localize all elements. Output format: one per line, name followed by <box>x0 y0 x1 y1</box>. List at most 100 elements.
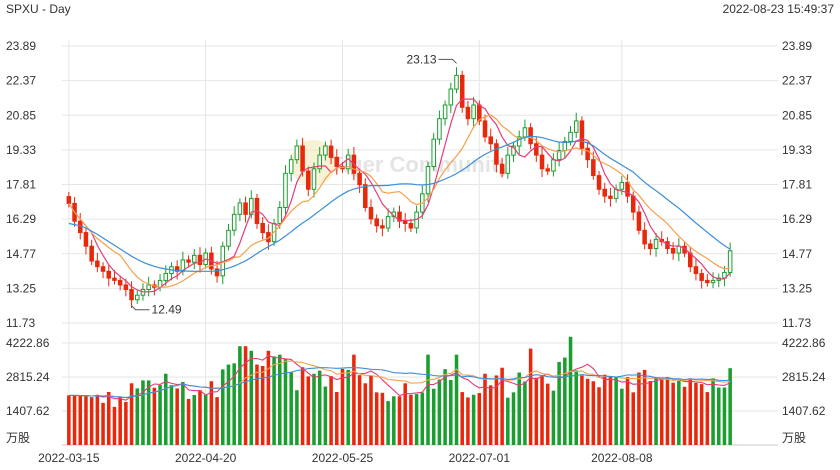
volume-bar <box>431 388 436 445</box>
candle-body <box>613 188 619 199</box>
volume-bar <box>671 382 675 445</box>
volume-bar <box>323 386 328 445</box>
candle-body <box>642 229 647 245</box>
volume-bar <box>198 390 202 445</box>
volume-tick-left: 1407.62 <box>6 404 50 418</box>
volume-bar <box>523 381 527 445</box>
price-tick-right: 23.89 <box>782 39 812 53</box>
candle-body <box>619 181 625 190</box>
candle-body <box>123 284 129 291</box>
volume-bar <box>101 402 105 445</box>
volume-bar <box>483 373 487 445</box>
volume-bar <box>608 376 613 445</box>
volume-bar <box>420 392 425 445</box>
candle <box>100 262 106 279</box>
volume-bar <box>306 376 311 445</box>
volume-bar <box>677 380 681 445</box>
candle-body <box>488 136 493 145</box>
candle-body <box>368 207 374 220</box>
high-annotation: 23.13 <box>406 52 436 66</box>
candle-body <box>283 172 288 209</box>
candle <box>585 141 590 168</box>
volume-bar <box>215 397 219 445</box>
volume-bar <box>403 383 407 445</box>
volume-bar <box>711 378 715 445</box>
volume-bar <box>67 395 71 445</box>
candle <box>89 239 94 266</box>
grid-lines <box>62 40 778 446</box>
volume-bar <box>312 373 316 445</box>
volume-bar <box>129 383 134 445</box>
volume-bar <box>557 361 561 445</box>
candle <box>511 141 516 162</box>
candle <box>705 274 710 287</box>
candle-body <box>134 294 140 301</box>
volume-bar <box>631 392 636 445</box>
candle-body <box>710 279 716 284</box>
candle-body <box>625 181 630 197</box>
candle-body <box>528 127 533 145</box>
date-tick: 2022-04-20 <box>175 451 237 465</box>
volume-moving-averages <box>68 354 731 401</box>
volume-bar <box>545 383 550 445</box>
candle <box>448 82 454 114</box>
volume-bar <box>146 380 151 445</box>
candle-body <box>306 170 311 190</box>
volume-bar <box>682 386 687 445</box>
candle-body <box>442 104 448 120</box>
volume-bar <box>209 381 214 445</box>
candle-body <box>568 131 573 142</box>
volume-bar <box>169 385 174 445</box>
candle <box>311 162 317 198</box>
candle-body <box>226 229 231 247</box>
volume-bar <box>249 350 254 445</box>
volume-bar <box>226 364 231 445</box>
candle <box>465 100 471 126</box>
candle <box>117 275 123 291</box>
volume-bar <box>289 372 293 445</box>
candle <box>625 174 630 203</box>
candle <box>602 182 607 203</box>
volume-bar <box>528 348 533 445</box>
volume-bar <box>106 391 111 445</box>
price-tick-left: 23.89 <box>6 39 36 53</box>
volume-bar <box>454 354 459 445</box>
candle-body <box>636 211 642 231</box>
candle-body <box>431 138 436 168</box>
watermark-text: Tiger Community <box>330 152 511 177</box>
candle-body <box>693 266 699 275</box>
volume-bar <box>637 372 641 445</box>
volume-bar <box>329 376 333 445</box>
volume-bar <box>255 364 259 445</box>
date-tick: 2022-03-15 <box>38 451 100 465</box>
volume-bar <box>665 378 670 445</box>
volume-bar <box>118 397 122 445</box>
candle <box>437 110 442 145</box>
candle-body <box>630 195 636 213</box>
candle <box>687 246 693 273</box>
candle-body <box>357 172 362 186</box>
candle-body <box>323 145 328 156</box>
candle <box>231 206 237 236</box>
volume-bar <box>295 390 299 445</box>
candle <box>197 247 203 273</box>
price-tick-right: 19.33 <box>782 143 812 157</box>
volume-bar <box>317 370 322 445</box>
candle-body <box>573 120 579 133</box>
candle-body <box>699 273 704 281</box>
candle-body <box>670 248 676 254</box>
volume-bar <box>380 392 385 445</box>
volume-bar <box>181 381 185 445</box>
volume-bar <box>158 385 162 445</box>
volume-bar <box>221 369 225 445</box>
volume-bar <box>540 376 544 445</box>
volume-bar <box>511 392 516 445</box>
candle-body <box>237 202 243 215</box>
candle-body <box>100 266 106 272</box>
price-tick-left: 19.33 <box>6 143 36 157</box>
volume-bar <box>152 387 157 445</box>
candle <box>579 116 585 156</box>
candle <box>317 146 322 173</box>
